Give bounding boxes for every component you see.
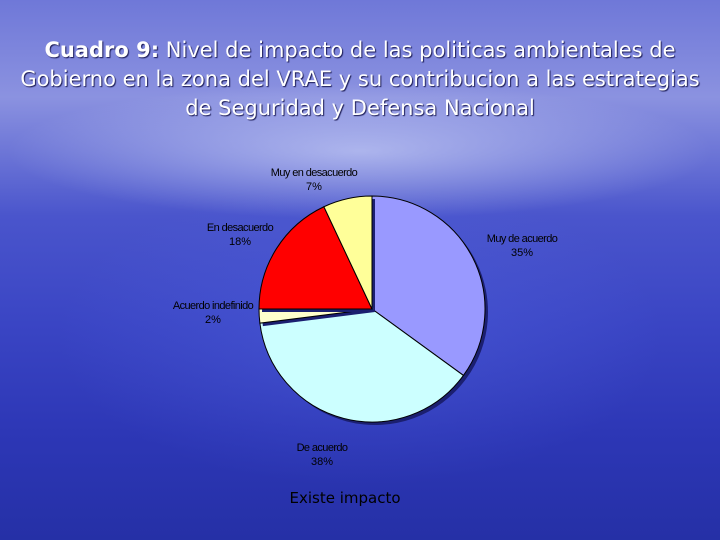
slice-percent-label: 7% <box>306 181 322 193</box>
pie-slice-en-desacuerdo <box>258 206 373 310</box>
slice-percent-label: 2% <box>205 314 221 326</box>
slice-percent-label: 35% <box>511 247 533 259</box>
slice-label: En desacuerdo <box>207 222 274 234</box>
pie-slice-muy-de-acuerdo <box>371 195 486 377</box>
title-prefix: Cuadro 9: <box>44 38 160 62</box>
slice-label: Muy de acuerdo <box>487 233 558 245</box>
slice-label: De acuerdo <box>297 442 348 454</box>
slide-title: Cuadro 9: Nivel de impacto de las politi… <box>20 36 700 123</box>
slice-percent-label: 38% <box>311 456 333 468</box>
title-text: Nivel de impacto de las politicas ambien… <box>20 38 700 120</box>
slice-label: Acuerdo indefinido <box>173 300 254 312</box>
pie-slice-de-acuerdo <box>259 308 465 423</box>
chart-caption: Existe impacto <box>289 489 401 507</box>
pie-slice-muy-en-desacuerdo <box>323 195 373 310</box>
slice-label: Muy en desacuerdo <box>271 167 358 179</box>
slice-percent-label: 18% <box>229 236 251 248</box>
